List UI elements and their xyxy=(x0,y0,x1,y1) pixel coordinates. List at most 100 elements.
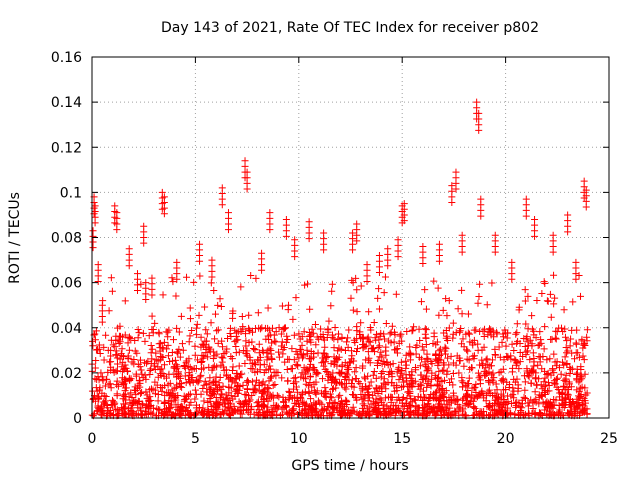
data-point xyxy=(306,332,314,340)
data-point xyxy=(193,320,201,328)
data-point xyxy=(505,383,513,391)
data-point xyxy=(91,336,99,344)
data-point xyxy=(493,328,501,336)
data-point xyxy=(535,400,543,408)
data-point xyxy=(222,348,230,356)
data-point xyxy=(353,335,361,343)
data-point xyxy=(176,382,184,390)
data-point xyxy=(233,389,241,397)
data-point xyxy=(395,407,403,415)
data-point xyxy=(386,368,394,376)
data-point xyxy=(540,345,548,353)
data-point xyxy=(138,400,146,408)
x-tick-label: 10 xyxy=(290,431,308,447)
data-point xyxy=(258,389,266,397)
data-point xyxy=(363,405,371,413)
data-point xyxy=(225,383,233,391)
data-point xyxy=(210,286,218,294)
data-point xyxy=(328,385,336,393)
data-point xyxy=(111,405,119,413)
data-point xyxy=(347,294,355,302)
data-point xyxy=(324,403,332,411)
data-point xyxy=(242,350,250,358)
data-point xyxy=(559,358,567,366)
data-point xyxy=(204,406,212,414)
data-point xyxy=(265,377,273,385)
data-point xyxy=(357,391,365,399)
data-point xyxy=(388,394,396,402)
data-point xyxy=(301,281,309,289)
data-point xyxy=(387,398,395,406)
data-point xyxy=(266,391,274,399)
data-point xyxy=(364,348,372,356)
data-point xyxy=(213,363,221,371)
data-point xyxy=(387,409,395,417)
data-point xyxy=(524,371,532,379)
data-point xyxy=(292,294,300,302)
data-point xyxy=(232,407,240,415)
data-point xyxy=(482,371,490,379)
data-point xyxy=(471,383,479,391)
data-point xyxy=(352,364,360,372)
data-point xyxy=(410,323,418,331)
data-point xyxy=(133,287,141,295)
data-point xyxy=(299,398,307,406)
data-point xyxy=(486,325,494,333)
data-point xyxy=(144,357,152,365)
data-point xyxy=(550,377,558,385)
data-point xyxy=(173,381,181,389)
data-point xyxy=(436,351,444,359)
data-point xyxy=(205,363,213,371)
data-point xyxy=(555,410,563,418)
data-point xyxy=(320,246,328,254)
data-point xyxy=(281,324,289,332)
data-point xyxy=(158,353,166,361)
data-point xyxy=(374,407,382,415)
data-point xyxy=(198,340,206,348)
data-point xyxy=(523,347,531,355)
data-point xyxy=(191,342,199,350)
data-point xyxy=(107,363,115,371)
data-point xyxy=(134,326,142,334)
data-point xyxy=(206,385,214,393)
data-point xyxy=(198,358,206,366)
data-point xyxy=(471,404,479,412)
data-point xyxy=(402,361,410,369)
data-point xyxy=(380,379,388,387)
data-point xyxy=(430,329,438,337)
data-point xyxy=(400,378,408,386)
data-point xyxy=(206,348,214,356)
data-point xyxy=(345,376,353,384)
data-point xyxy=(283,332,291,340)
data-point xyxy=(307,411,315,419)
data-point xyxy=(262,335,270,343)
data-point xyxy=(253,376,261,384)
data-point xyxy=(242,337,250,345)
data-point xyxy=(279,346,287,354)
data-point xyxy=(476,380,484,388)
data-point xyxy=(147,385,155,393)
data-point xyxy=(539,398,547,406)
data-point xyxy=(524,402,532,410)
data-point xyxy=(169,336,177,344)
data-point xyxy=(148,312,156,320)
y-tick-label: 0.04 xyxy=(51,321,82,337)
data-point xyxy=(433,388,441,396)
data-point xyxy=(518,404,526,412)
data-point xyxy=(363,277,371,285)
data-point xyxy=(273,392,281,400)
data-point xyxy=(171,356,179,364)
data-points xyxy=(89,98,590,371)
data-point xyxy=(343,401,351,409)
data-point xyxy=(100,392,108,400)
data-point xyxy=(537,411,545,419)
data-point xyxy=(394,365,402,373)
data-point xyxy=(359,341,367,349)
data-point xyxy=(499,386,507,394)
data-point xyxy=(431,394,439,402)
data-point xyxy=(181,372,189,380)
data-point xyxy=(511,356,519,364)
data-point xyxy=(246,396,254,404)
data-point xyxy=(476,328,484,336)
data-point xyxy=(161,382,169,390)
